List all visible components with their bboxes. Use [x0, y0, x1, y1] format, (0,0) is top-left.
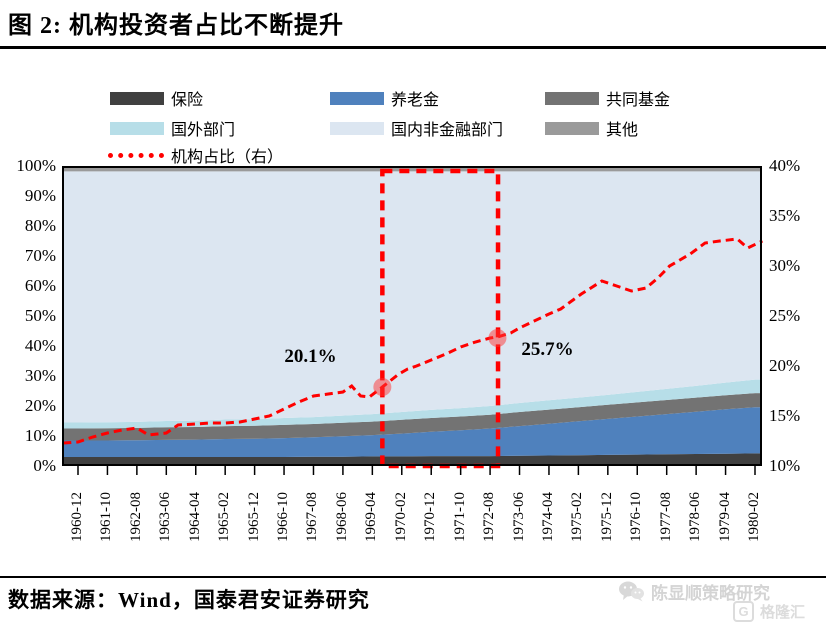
annotation-25.7%: 25.7% — [521, 339, 574, 360]
legend-item-6: 其他 — [545, 116, 638, 140]
x-tick-label: 1966-10 — [275, 492, 292, 542]
annotation-20.1%: 20.1% — [284, 346, 337, 367]
y-left-tick-label: 40% — [24, 336, 56, 355]
institution-ratio-line — [63, 237, 764, 445]
area-foreign — [62, 379, 762, 429]
x-tick-label: 1965-12 — [245, 492, 262, 542]
plot-area: 20.1% 25.7% — [62, 166, 764, 475]
area-domestic-nonfinancial — [62, 171, 762, 423]
x-tick-label: 1960-12 — [69, 492, 85, 542]
figure-title: 图 2: 机构投资者占比不断提升 — [8, 13, 344, 39]
y-right-tick-label: 25% — [769, 306, 801, 325]
y-left-tick-label: 0% — [33, 456, 56, 475]
y-right-tick-label: 20% — [769, 356, 801, 375]
wechat-watermark: 陈显顺策略研究 — [618, 579, 770, 604]
line-marker-2 — [488, 329, 507, 347]
legend-item-2: 养老金 — [330, 86, 439, 110]
legend-label: 养老金 — [391, 92, 440, 109]
y-right-tick-label: 40% — [769, 156, 801, 175]
y-left-tick-label: 30% — [24, 366, 56, 385]
x-tick-label: 1969-04 — [363, 492, 380, 542]
area-pension — [62, 407, 762, 457]
x-tick-label: 1972-08 — [481, 492, 498, 542]
legend-item-1: 保险 — [110, 86, 203, 110]
y-left-tick-label: 70% — [24, 246, 56, 265]
legend-color-swatch — [545, 121, 599, 135]
legend-dashed-line-swatch — [108, 152, 164, 158]
x-tick-label: 1964-04 — [186, 492, 203, 542]
legend-color-swatch — [110, 91, 164, 105]
legend-color-swatch — [110, 121, 164, 135]
wechat-watermark-text: 陈显顺策略研究 — [651, 584, 770, 603]
x-tick-label: 1975-12 — [598, 492, 615, 542]
area-insurance — [62, 453, 762, 466]
legend-item-3: 共同基金 — [545, 86, 670, 110]
legend-label: 保险 — [171, 92, 204, 109]
wechat-icon — [619, 581, 644, 601]
x-tick-label: 1976-10 — [628, 492, 645, 542]
gelonghui-watermark: G 格隆汇 — [733, 601, 805, 622]
y-left-tick-label: 90% — [24, 186, 56, 205]
x-tick-label: 1970-12 — [422, 492, 439, 542]
x-tick-label: 1965-02 — [216, 492, 233, 542]
y-right-tick-label: 35% — [769, 206, 801, 225]
legend-item-5: 国内非金融部门 — [330, 116, 503, 140]
x-tick-label: 1978-06 — [687, 492, 704, 542]
y-left-tick-label: 60% — [24, 276, 56, 295]
legend-label: 国内非金融部门 — [391, 122, 504, 139]
gelonghui-icon: G — [733, 601, 754, 622]
plot-border — [62, 166, 762, 466]
x-tick-label: 1980-02 — [746, 492, 762, 542]
gelonghui-watermark-text: 格隆汇 — [760, 605, 806, 621]
x-tick-label: 1973-06 — [510, 492, 527, 542]
source-text: 数据来源：Wind，国泰君安证券研究 — [8, 588, 370, 612]
x-tick-label: 1967-08 — [304, 492, 321, 542]
x-tick-label: 1961-10 — [98, 492, 115, 542]
x-tick-label: 1977-08 — [657, 492, 674, 542]
x-tick-label: 1975-02 — [569, 492, 586, 542]
footer-divider — [0, 576, 826, 578]
y-right-tick-label: 30% — [769, 256, 801, 275]
y-left-tick-label: 10% — [24, 426, 56, 445]
legend-item-4: 国外部门 — [110, 116, 235, 140]
x-tick-label: 1971-10 — [451, 492, 468, 542]
line-marker-1 — [373, 378, 392, 396]
x-tick-label: 1968-06 — [333, 492, 350, 542]
legend-item-7: 机构占比（右） — [108, 143, 283, 167]
y-right-tick-label: 10% — [769, 456, 801, 475]
legend-color-swatch — [545, 91, 599, 105]
x-tick-label: 1970-02 — [392, 492, 409, 542]
y-left-tick-label: 100% — [16, 156, 56, 175]
legend-color-swatch — [330, 91, 384, 105]
y-right-tick-label: 15% — [769, 406, 801, 425]
y-left-tick-label: 50% — [24, 306, 56, 325]
legend-color-swatch — [330, 121, 384, 135]
x-tick-label: 1974-04 — [539, 492, 556, 542]
x-tick-label: 1979-04 — [716, 492, 733, 542]
legend-label: 共同基金 — [606, 92, 671, 109]
legend-label: 机构占比（右） — [171, 149, 284, 166]
legend-label: 其他 — [606, 122, 639, 139]
x-tick-label: 1962-08 — [127, 492, 144, 542]
y-left-tick-label: 80% — [24, 216, 56, 235]
area-mutual-funds — [62, 393, 762, 441]
y-left-tick-label: 20% — [24, 396, 56, 415]
stacked-area-chart — [62, 166, 764, 475]
x-tick-label: 1963-06 — [157, 492, 174, 542]
title-divider — [0, 46, 826, 49]
legend-label: 国外部门 — [171, 122, 236, 139]
